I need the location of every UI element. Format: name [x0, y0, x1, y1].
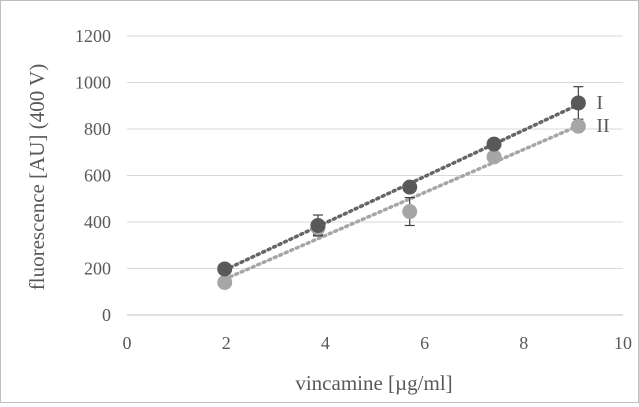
error-bars — [219, 86, 584, 286]
data-point-II — [402, 204, 418, 220]
y-tick-label: 1200 — [75, 26, 111, 46]
series-label-I: I — [596, 92, 603, 114]
data-point-I — [217, 261, 233, 277]
x-tick-labels: 0 2 4 6 8 10 — [123, 333, 633, 353]
x-tick-label: 0 — [123, 333, 132, 353]
y-tick-label: 1000 — [75, 73, 111, 93]
y-tick-label: 200 — [84, 259, 111, 279]
trendlines — [222, 102, 581, 281]
data-point-I — [486, 136, 502, 152]
y-tick-label: 600 — [84, 166, 111, 186]
x-tick-label: 4 — [321, 333, 330, 353]
trendline-II — [222, 124, 581, 281]
x-tick-label: 8 — [519, 333, 528, 353]
grid-lines — [127, 35, 623, 269]
y-tick-label: 800 — [84, 119, 111, 139]
x-tick-label: 10 — [614, 333, 632, 353]
trendline-I — [222, 102, 581, 272]
y-tick-labels: 0 200 400 600 800 1000 1200 — [75, 26, 111, 325]
x-tick-label: 2 — [222, 333, 231, 353]
y-axis-title: fluorescence [AU] (400 V) — [25, 64, 49, 290]
x-tick-label: 6 — [420, 333, 429, 353]
data-point-II — [570, 118, 586, 134]
data-point-II — [486, 149, 502, 165]
x-axis-title: vincamine [µg/ml] — [295, 371, 452, 395]
data-point-I — [310, 217, 326, 233]
data-points — [217, 95, 586, 290]
y-tick-label: 0 — [102, 305, 111, 325]
y-tick-label: 400 — [84, 212, 111, 232]
data-point-II — [217, 274, 233, 290]
data-point-I — [570, 95, 586, 111]
data-point-I — [402, 179, 418, 195]
series-label-II: II — [596, 115, 609, 137]
series-labels: III — [596, 92, 609, 137]
